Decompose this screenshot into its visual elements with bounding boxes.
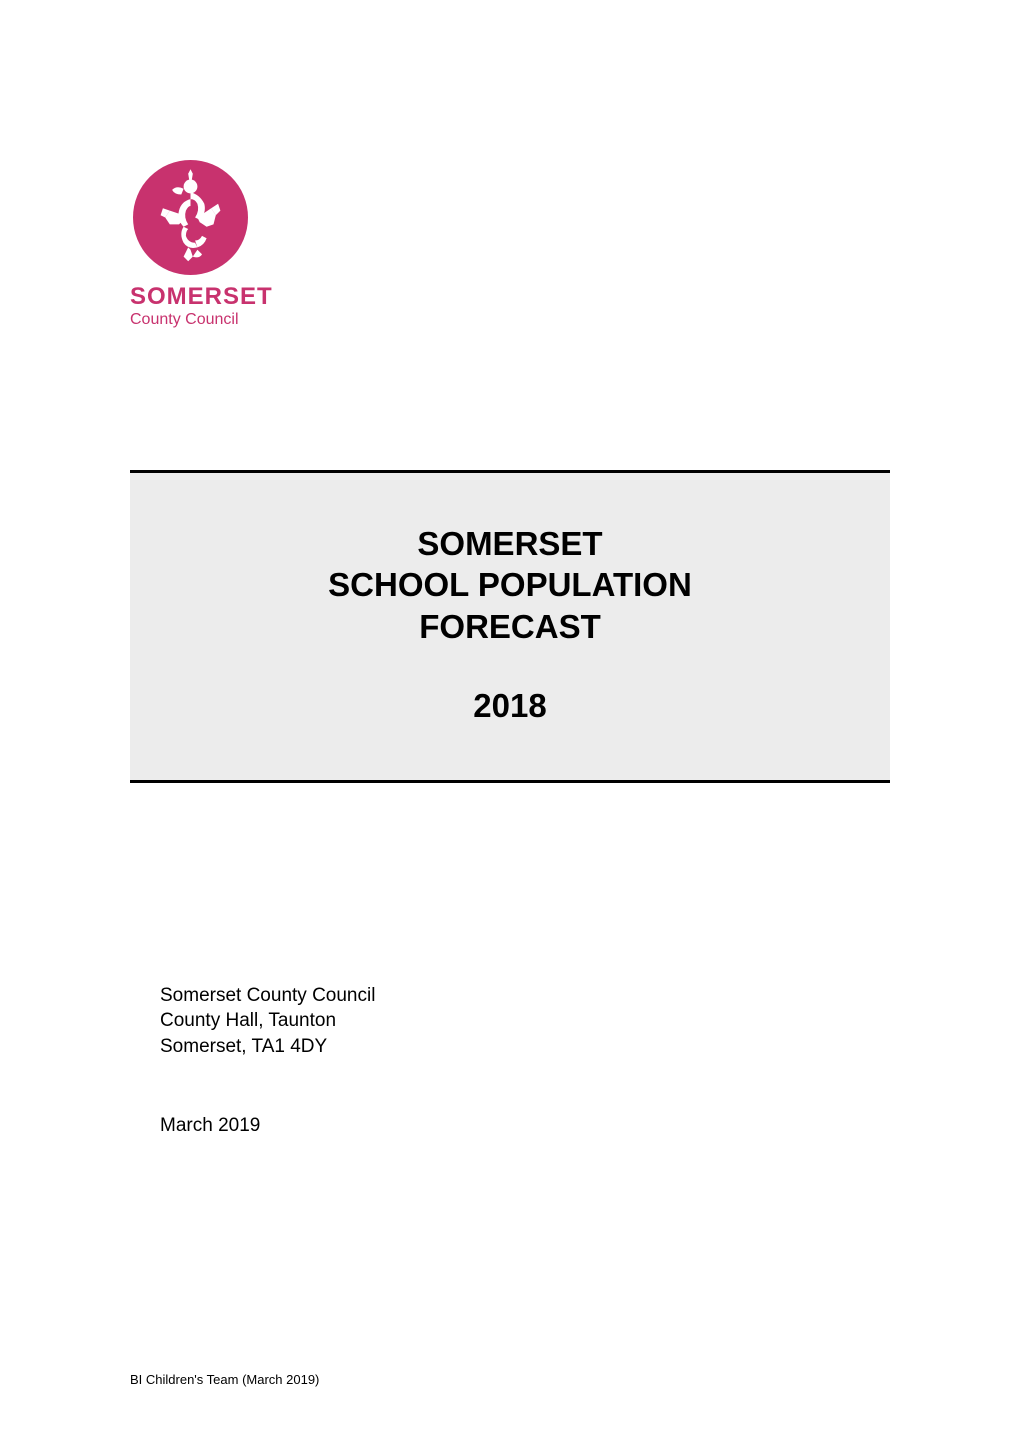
publication-date: March 2019 [160,1115,890,1137]
title-year: 2018 [150,687,870,725]
document-title-box: SOMERSET SCHOOL POPULATION FORECAST 2018 [130,470,890,783]
logo-circle-background [133,160,248,275]
address-line-2: County Hall, Taunton [160,1008,890,1034]
address-block: Somerset County Council County Hall, Tau… [160,983,890,1060]
footer-text: BI Children's Team (March 2019) [130,1372,319,1387]
address-line-1: Somerset County Council [160,983,890,1009]
logo-org-subtitle: County Council [130,311,270,329]
page-container: SOMERSET County Council SOMERSET SCHOOL … [0,0,1020,1442]
logo-text-container: SOMERSET County Council [130,283,270,329]
title-line-1: SOMERSET [150,523,870,564]
address-line-3: Somerset, TA1 4DY [160,1034,890,1060]
logo-org-name: SOMERSET [130,283,270,311]
logo-container: SOMERSET County Council [130,160,890,330]
organization-logo: SOMERSET County Council [130,160,270,330]
title-line-3: FORECAST [150,606,870,647]
dragon-icon [133,160,248,275]
title-line-2: SCHOOL POPULATION [150,564,870,605]
date-block: March 2019 [160,1115,890,1137]
